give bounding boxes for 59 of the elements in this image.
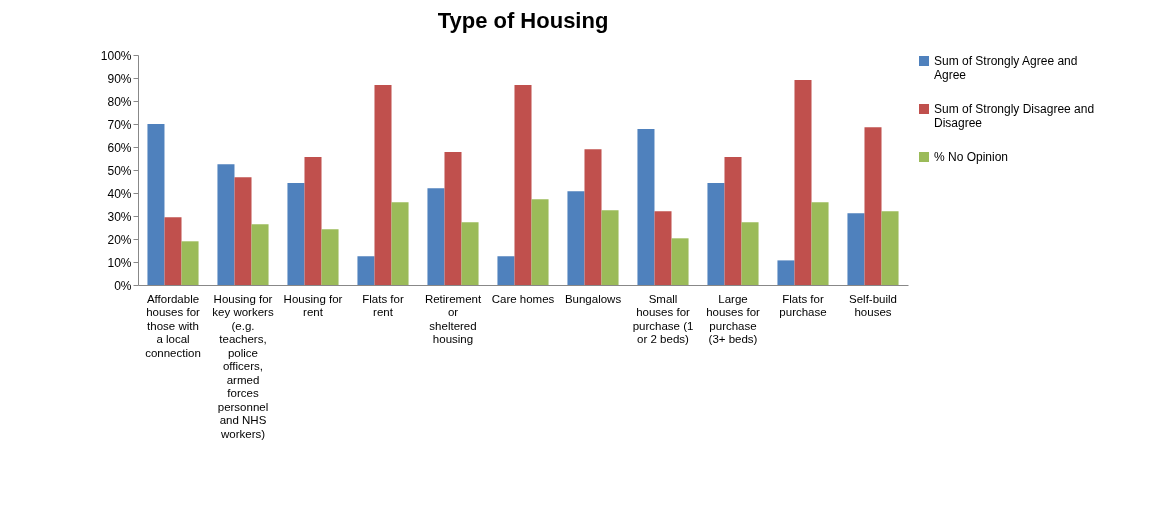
bar bbox=[497, 256, 515, 285]
bar bbox=[374, 84, 392, 285]
y-tick-label: 70% bbox=[107, 117, 132, 132]
bar bbox=[234, 177, 252, 285]
bar bbox=[391, 202, 409, 285]
bar bbox=[147, 124, 165, 285]
bar bbox=[707, 183, 725, 285]
x-tick-label: Flats for rent bbox=[362, 292, 404, 318]
bar bbox=[671, 238, 689, 285]
chart-title: Type of Housing bbox=[437, 8, 609, 33]
x-tick-label: Affordable houses for those with a local connection bbox=[145, 292, 201, 359]
bar bbox=[601, 210, 619, 285]
bar bbox=[217, 164, 235, 285]
y-tick-label: 60% bbox=[107, 140, 132, 155]
bar bbox=[654, 211, 672, 285]
bar bbox=[164, 217, 182, 285]
bar bbox=[304, 157, 322, 285]
bar bbox=[321, 229, 339, 285]
bar bbox=[461, 222, 479, 285]
bar bbox=[287, 183, 305, 285]
y-tick-label: 0% bbox=[114, 278, 132, 293]
bar bbox=[531, 199, 549, 285]
x-tick-label: Retirement or sheltered housing bbox=[424, 292, 482, 345]
y-tick-label: 50% bbox=[107, 163, 132, 178]
y-tick-label: 100% bbox=[100, 48, 132, 63]
bar bbox=[637, 129, 655, 285]
bar bbox=[864, 127, 882, 285]
x-tick-label: Self-build houses bbox=[849, 292, 897, 318]
y-tick-label: 30% bbox=[107, 209, 132, 224]
bar bbox=[794, 80, 812, 285]
legend-label: Sum of Strongly Disagree and Disagree bbox=[934, 102, 1095, 130]
y-tick-label: 10% bbox=[107, 255, 132, 270]
bar bbox=[724, 157, 742, 285]
bar bbox=[427, 188, 445, 285]
bar bbox=[251, 224, 269, 285]
x-tick-label: Large houses for purchase (3+ beds) bbox=[706, 292, 761, 345]
bar bbox=[811, 202, 829, 285]
x-tick-label: Care homes bbox=[491, 292, 555, 305]
bar bbox=[514, 84, 532, 285]
bar bbox=[847, 213, 865, 285]
bar bbox=[181, 241, 199, 285]
x-tick-label: Small houses for purchase (1 or 2 beds) bbox=[632, 292, 694, 345]
y-tick-label: 90% bbox=[107, 71, 132, 86]
bar bbox=[584, 149, 602, 285]
bar bbox=[357, 256, 375, 285]
bar bbox=[777, 260, 795, 285]
x-tick-label: Housing for rent bbox=[283, 292, 343, 318]
category-label: Housing for key workers (e.g. teachers, police officers, armed forces personnel and NHS workers) bbox=[212, 292, 274, 440]
y-tick-label: 40% bbox=[107, 186, 132, 201]
bar bbox=[567, 191, 585, 285]
x-tick-label: Bungalows bbox=[564, 292, 622, 305]
y-tick-label: 20% bbox=[107, 232, 132, 247]
x-tick-label: Flats for purchase bbox=[779, 292, 827, 318]
bar bbox=[741, 222, 759, 285]
bar bbox=[881, 211, 899, 285]
legend-label: % No Opinion bbox=[934, 150, 1009, 164]
bar bbox=[444, 152, 462, 285]
legend-label: Sum of Strongly Agree and Agree bbox=[934, 54, 1078, 82]
y-tick-label: 80% bbox=[107, 94, 132, 109]
